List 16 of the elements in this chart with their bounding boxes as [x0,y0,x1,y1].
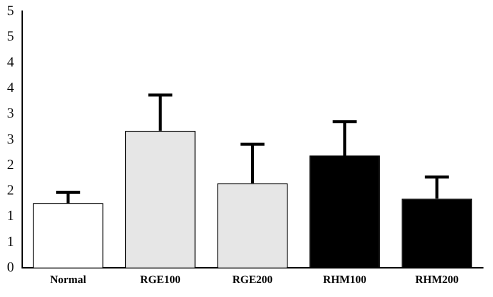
x-tick-label: Normal [50,274,86,286]
y-tick-label: 5 [7,4,14,20]
y-tick-label: 1 [7,209,14,224]
x-tick-label: RHM200 [415,274,460,286]
x-tick-label: RGE100 [140,274,181,286]
y-tick-label: 3 [7,106,14,122]
y-tick-label: 0 [7,260,14,276]
x-tick-label: RHM100 [323,274,367,286]
y-tick-label: 2 [7,158,14,173]
y-tick-label: 3 [7,132,14,148]
y-tick-label: 4 [7,55,14,70]
y-tick-label: 1 [7,234,14,250]
y-tick-label: 2 [7,184,14,199]
x-tick-label: RGE200 [232,274,274,286]
y-tick-label: 4 [7,80,14,96]
y-tick-label: 5 [7,30,14,45]
